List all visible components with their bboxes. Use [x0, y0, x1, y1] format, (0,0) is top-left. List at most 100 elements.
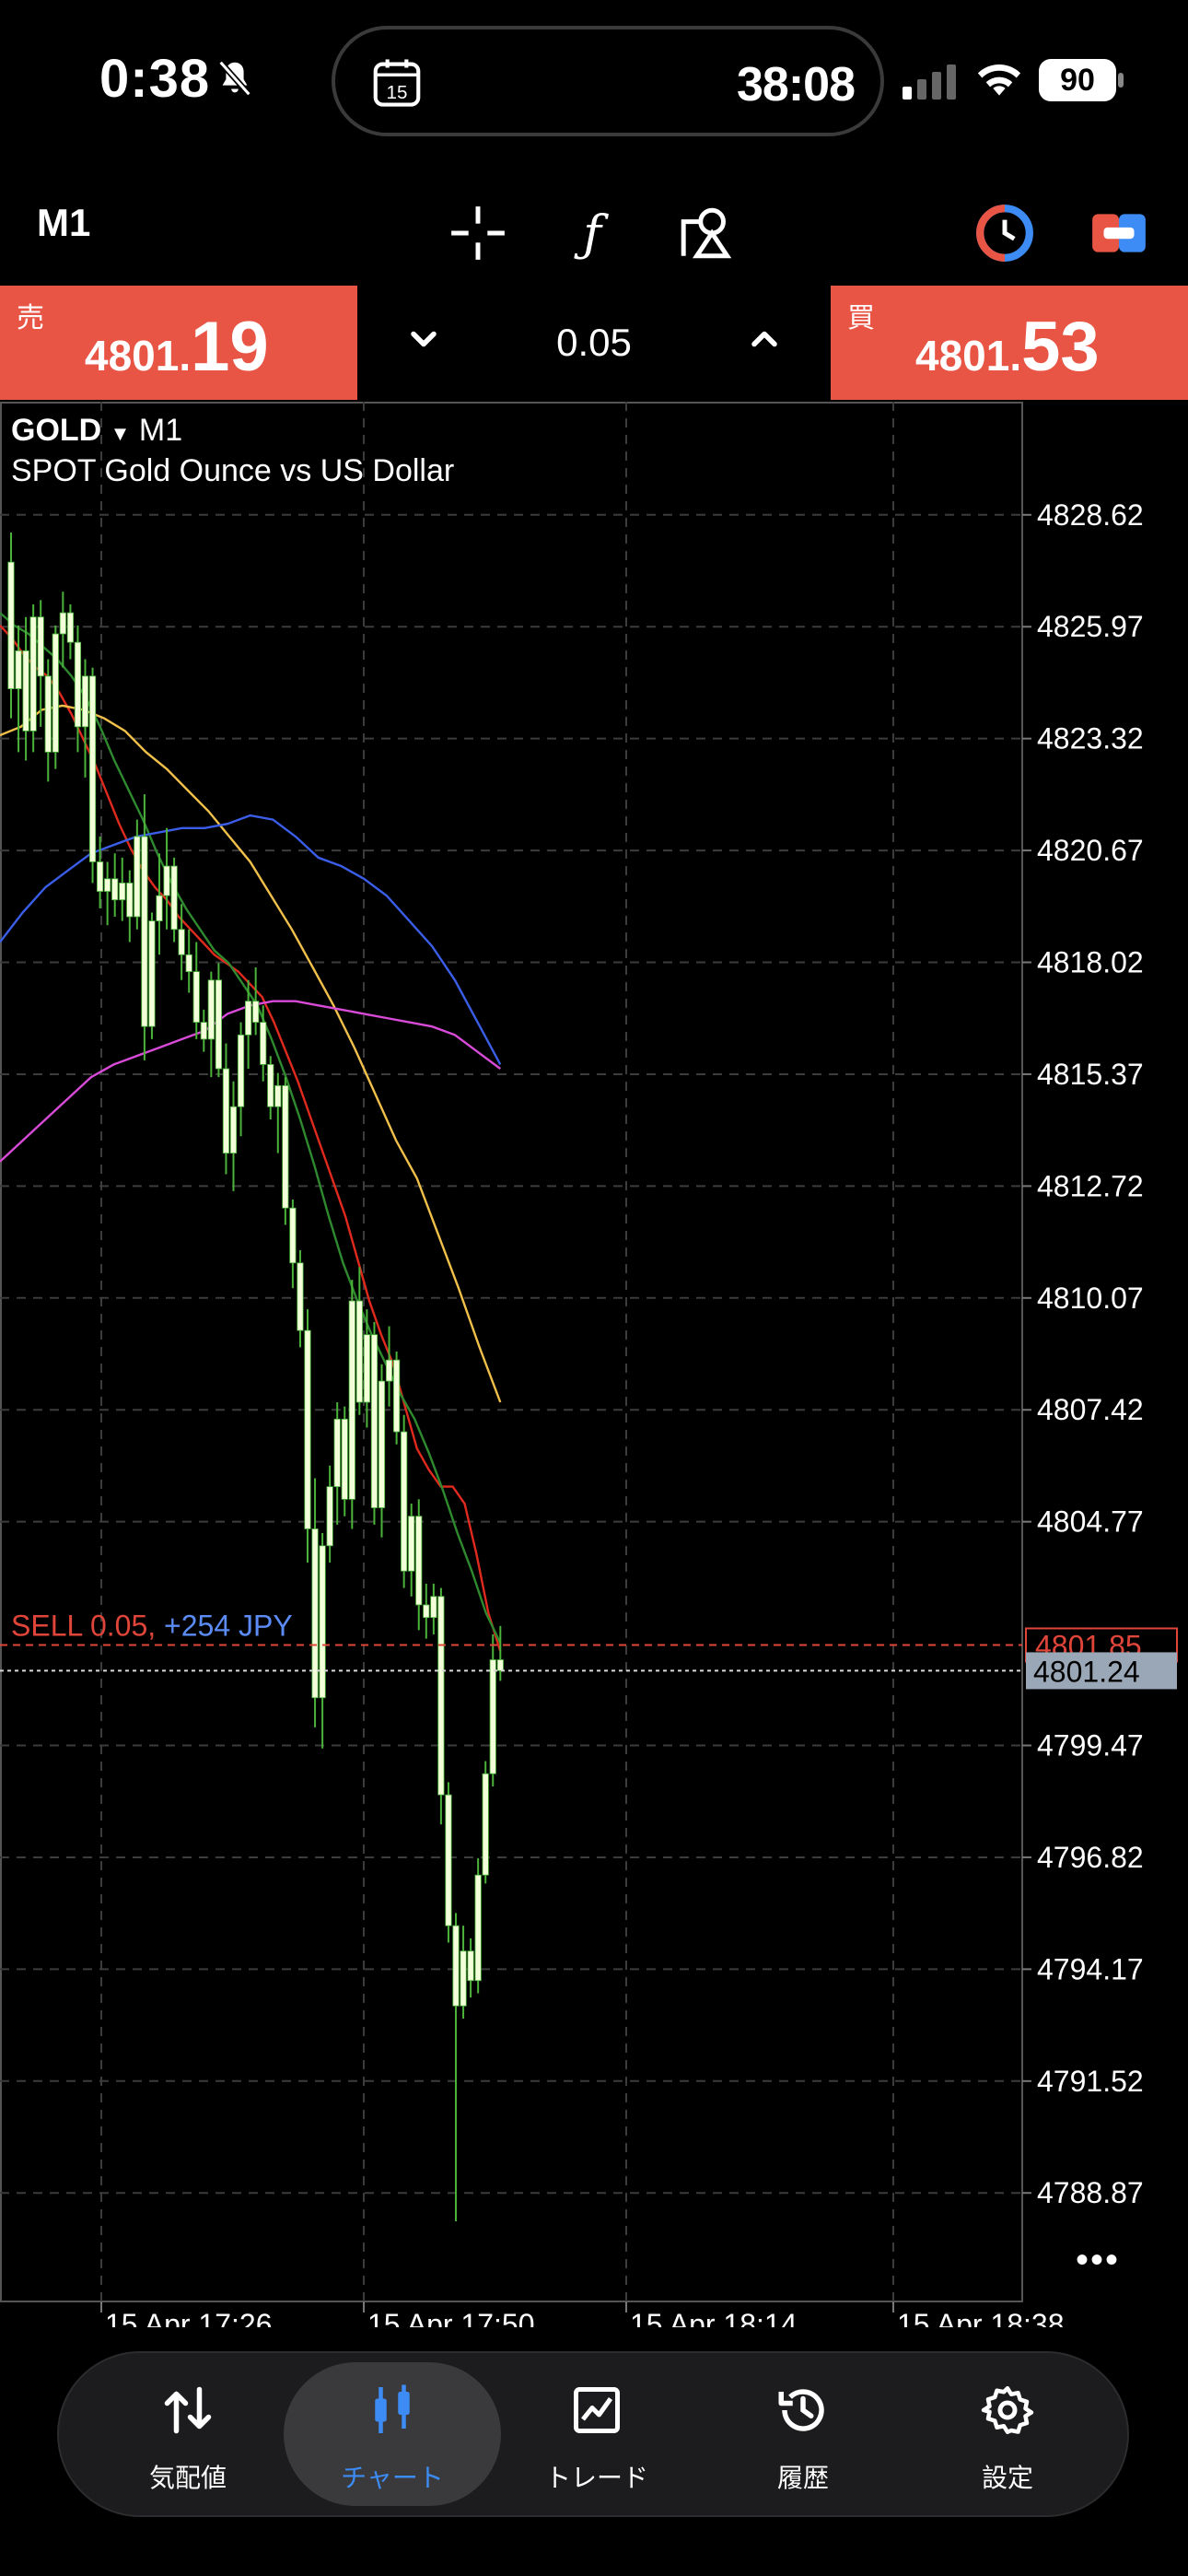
candle-body [408, 1516, 415, 1572]
candle-body [363, 1334, 371, 1403]
candle-body [430, 1596, 437, 1619]
candle-body [244, 1001, 252, 1036]
cellular-signal-icon [903, 64, 956, 100]
y-tick-label: 4815.37 [1037, 1058, 1144, 1091]
symbol-description: SPOT Gold Ounce vs US Dollar [11, 453, 455, 488]
candle-body [452, 1925, 460, 2007]
candle-body [437, 1596, 445, 1796]
nav-settings-label: 設定 [981, 2464, 1033, 2492]
y-tick-label: 4823.32 [1037, 722, 1144, 755]
candle-body [163, 865, 170, 896]
objects-shapes-icon[interactable] [676, 203, 740, 263]
x-tick-label: 15 Apr 18:38 [897, 2308, 1064, 2327]
candle-body [200, 1022, 207, 1040]
bid-price-tag [1026, 1652, 1177, 1690]
symbol-name: GOLD [11, 413, 102, 448]
nav-chart[interactable]: チャート [284, 2362, 501, 2506]
calendar-icon: 15 [373, 59, 421, 107]
candle-body [59, 612, 66, 635]
y-tick-label: 4799.47 [1037, 1729, 1144, 1762]
moving-average-line [0, 814, 502, 1065]
bid-price-label: 4801.24 [1033, 1655, 1140, 1688]
candle-body [489, 1659, 496, 1774]
more-options-icon[interactable]: ••• [1076, 2240, 1121, 2280]
y-tick-label: 4812.72 [1037, 1169, 1144, 1202]
candle-body [192, 971, 200, 1023]
one-click-trading-icon[interactable] [973, 203, 1037, 263]
chevron-down-icon[interactable] [403, 319, 444, 359]
trade-line-chart-icon [574, 2387, 620, 2433]
symbol-dropdown-icon: ▼ [110, 422, 131, 445]
candle-body [222, 1068, 230, 1154]
indicators-function-icon[interactable]: ƒ [560, 203, 624, 263]
buy-label: 買 [847, 303, 875, 334]
y-tick-label: 4820.67 [1037, 834, 1144, 867]
candle-body [119, 882, 126, 901]
candle-body [445, 1794, 452, 1926]
candle-body [170, 865, 178, 931]
candle-body [326, 1486, 333, 1547]
timeframe-button[interactable]: M1 [37, 201, 91, 244]
candle-body [126, 882, 134, 918]
nav-history-label: 履歴 [776, 2464, 829, 2492]
sell-label: 売 [17, 303, 44, 334]
candle-body [467, 1950, 474, 1982]
y-tick-label: 4810.07 [1037, 1282, 1144, 1315]
candle-body [355, 1300, 363, 1403]
x-tick-label: 15 Apr 17:26 [105, 2308, 272, 2327]
candle-body [415, 1516, 423, 1606]
buy-price-pips: 53 [1021, 308, 1100, 386]
svg-text:15: 15 [387, 82, 408, 103]
lot-size-value[interactable]: 0.05 [556, 321, 632, 364]
sell-price: 4801.19 [85, 307, 269, 387]
nav-quotes[interactable]: 気配値 [79, 2362, 297, 2506]
buy-price: 4801.53 [915, 307, 1100, 387]
y-tick-label: 4804.77 [1037, 1505, 1144, 1539]
nav-trade[interactable]: トレード [488, 2362, 705, 2506]
candle-body [29, 616, 37, 732]
candle-body [44, 675, 52, 753]
candle-body [22, 650, 29, 732]
plot-frame [0, 402, 1023, 2302]
settings-gear-icon [981, 2386, 1034, 2434]
candle-body [148, 920, 156, 1027]
candle-body [304, 1329, 311, 1529]
candle-body [282, 1084, 289, 1209]
candle-body [482, 1773, 489, 1876]
position-line-label: SELL 0.05, +254 JPY [11, 1609, 293, 1642]
y-tick-label: 4828.62 [1037, 498, 1144, 532]
y-tick-label: 4807.42 [1037, 1393, 1144, 1426]
candle-body [66, 612, 74, 643]
chart-timeframe: M1 [138, 413, 183, 448]
x-tick-label: 15 Apr 18:14 [630, 2308, 797, 2327]
candle-body [7, 561, 15, 689]
crosshair-icon[interactable] [446, 203, 510, 263]
candle-body [385, 1359, 393, 1382]
candle-body [215, 979, 222, 1070]
chart-symbol[interactable]: GOLD ▼ M1 [11, 413, 182, 449]
dynamic-island[interactable]: 15 38:08 [332, 26, 884, 136]
candle-body [111, 878, 119, 901]
status-bar: 0:38 15 38:08 90 [0, 0, 1188, 166]
candle-body [178, 929, 185, 955]
chevron-up-icon[interactable] [744, 319, 785, 359]
sell-button[interactable]: 売 4801.19 [0, 286, 357, 400]
candle-body [392, 1359, 401, 1433]
candle-body [348, 1300, 355, 1500]
trade-panel-toggle-icon[interactable] [1087, 203, 1151, 263]
candle-body [370, 1334, 379, 1508]
buy-button[interactable]: 買 4801.53 [831, 286, 1188, 400]
candle-body [81, 675, 89, 728]
nav-history[interactable]: 履歴 [694, 2362, 912, 2506]
y-tick-label: 4818.02 [1037, 946, 1144, 979]
svg-text:ƒ: ƒ [574, 205, 609, 263]
chart-canvas[interactable]: 4828.62 4825.97 4823.32 4820.67 4818.02 4815.… [0, 402, 1188, 2327]
candle-body [260, 1022, 267, 1065]
sell-price-pips: 19 [191, 308, 269, 386]
candle-body [401, 1431, 408, 1572]
candle-body [237, 1034, 245, 1107]
nav-settings[interactable]: 設定 [899, 2362, 1116, 2506]
lot-size-control: 0.05 [357, 286, 831, 400]
status-time: 0:38 [99, 49, 211, 109]
price-chart[interactable]: 4828.62 4825.97 4823.32 4820.67 4818.02 4815.… [0, 402, 1188, 2327]
